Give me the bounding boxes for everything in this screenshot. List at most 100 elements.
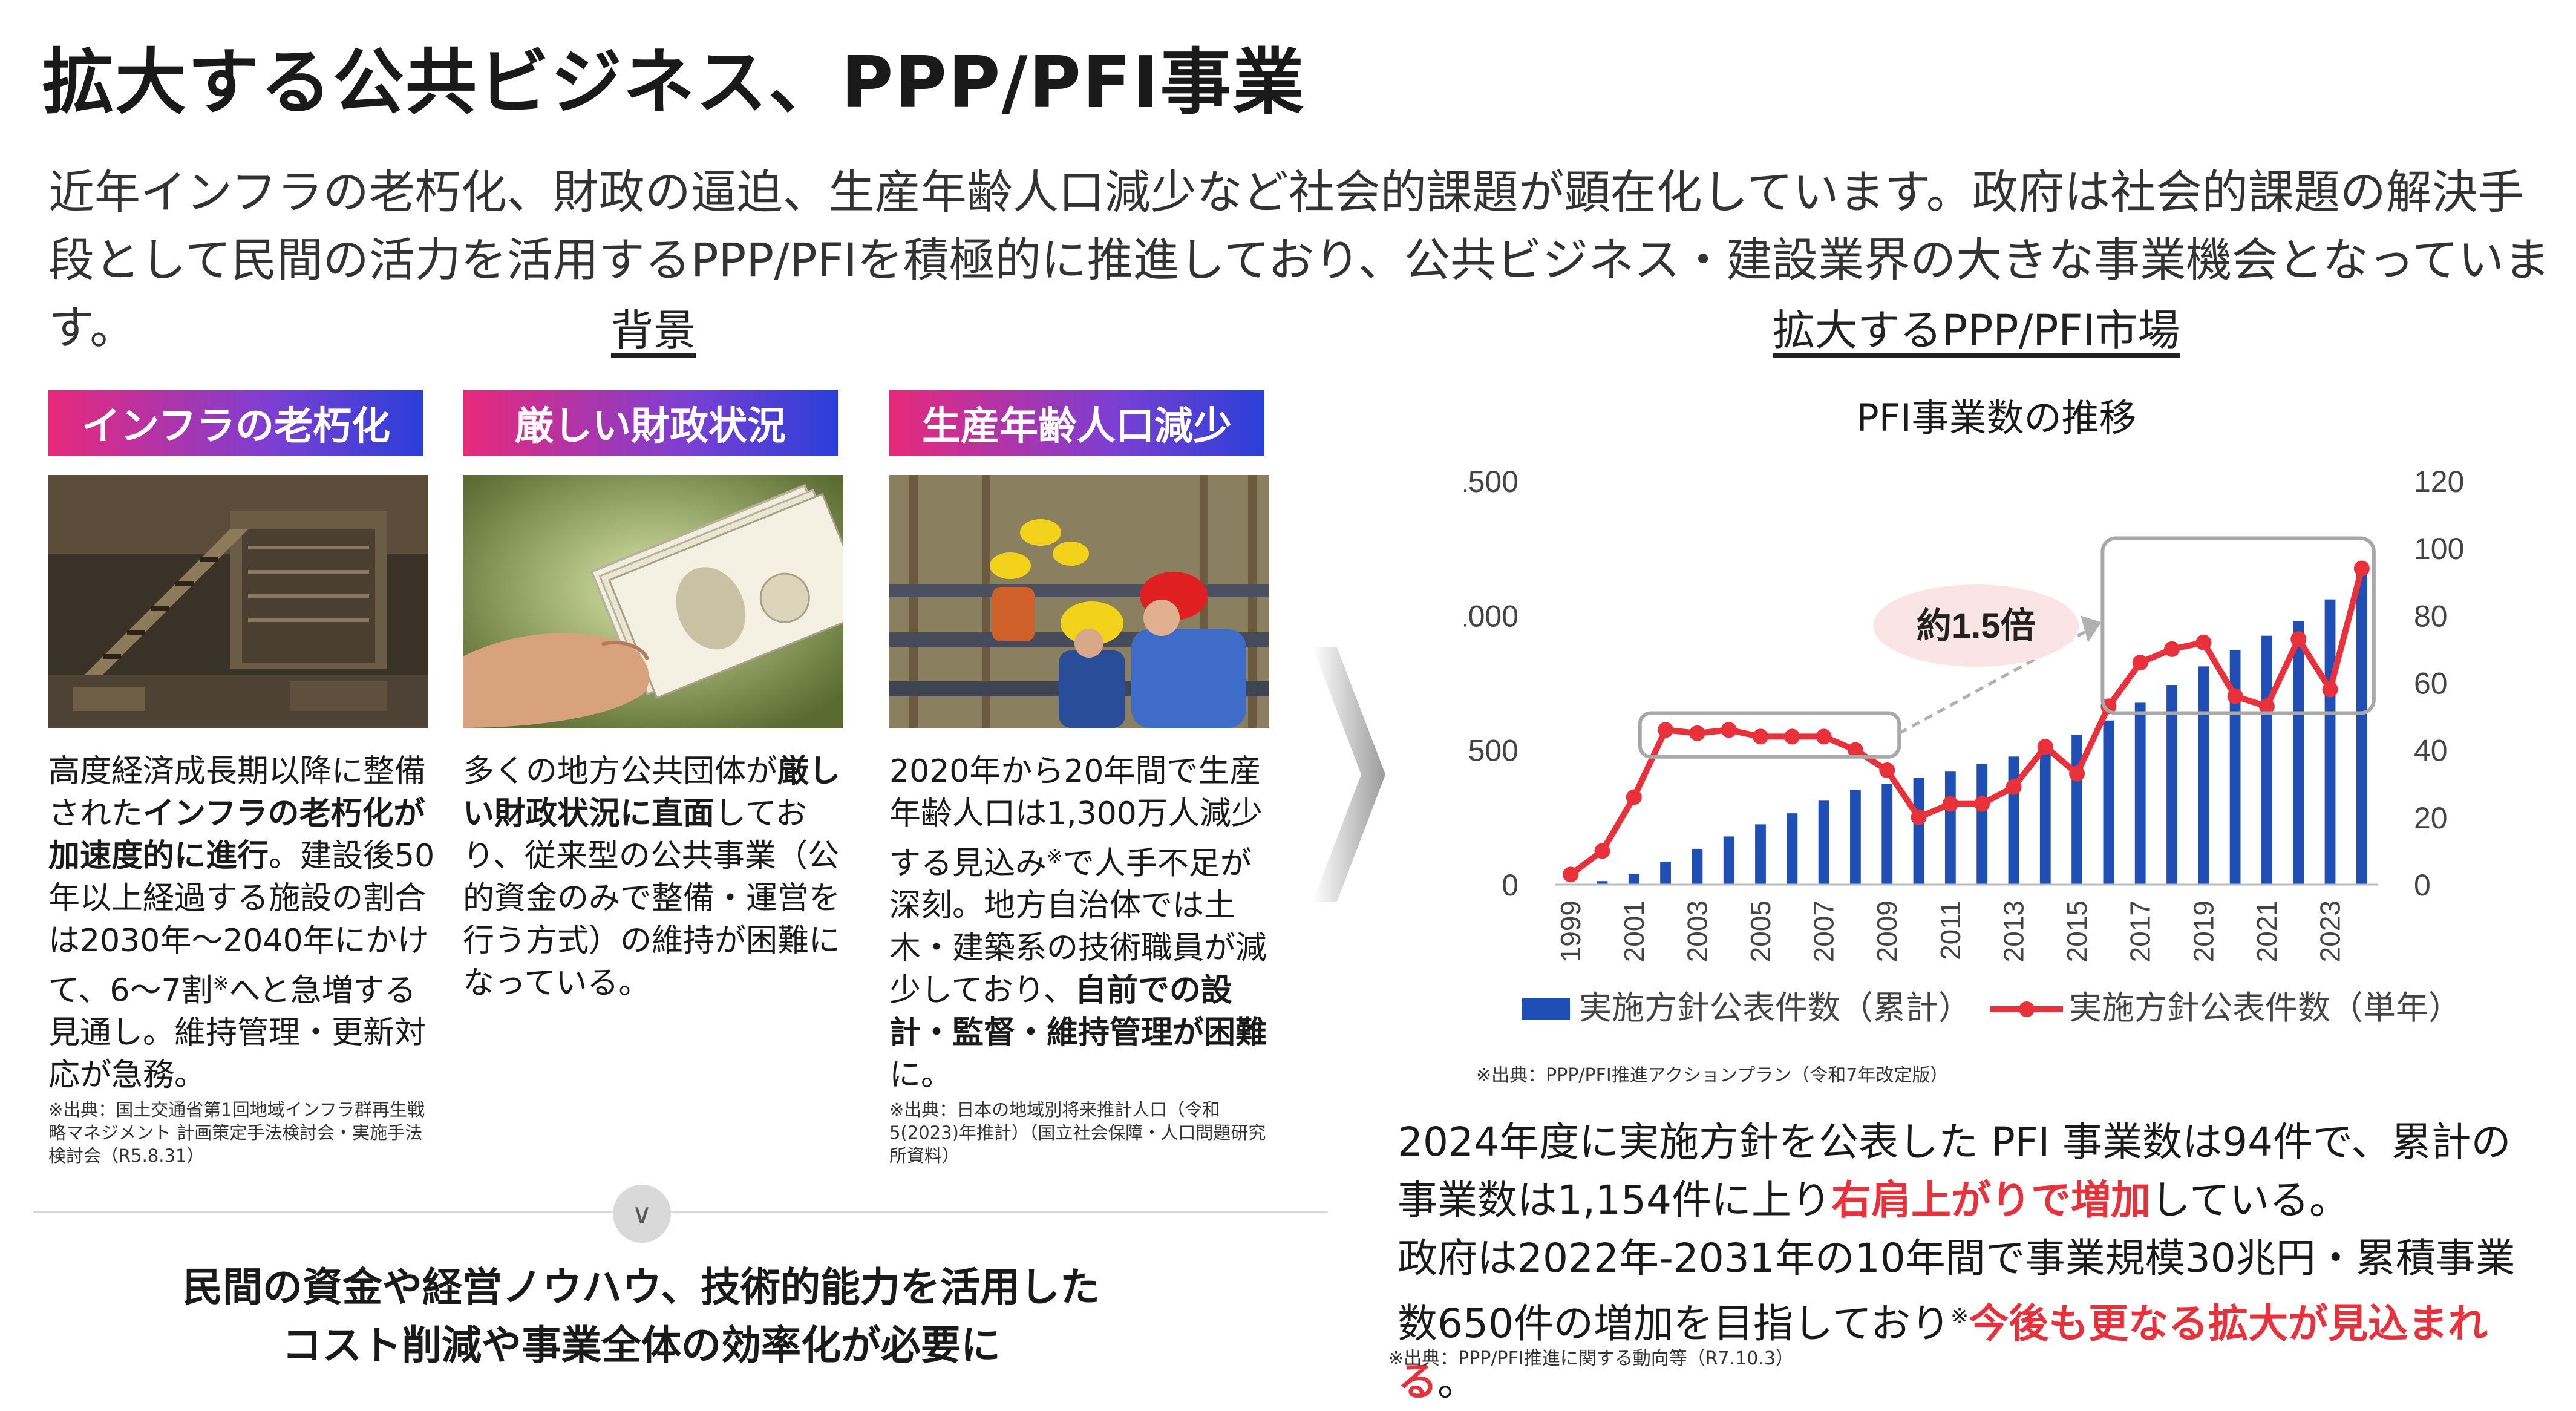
card-text-population: 2020年から20年間で生産年齢人口は1,300万人減少する見込み※で人手不足が… <box>889 750 1283 1096</box>
line-point-annual <box>2100 698 2117 715</box>
pfi-chart: 0 500 1000 1500 0 20 40 60 80 100 120 1999 2001 2003 2… <box>1464 465 2464 1026</box>
y-left-tick-label: 1500 <box>1464 465 1518 499</box>
summary-line: 事業数は1,154件に上り右肩上がりで増加している。 <box>1398 1171 2565 1229</box>
summary-text: 数650件の増加を目指しており <box>1398 1300 1951 1347</box>
badge-working-population: 生産年齢人口減少 <box>889 390 1264 456</box>
x-tick-label: 2023 <box>2315 900 2346 962</box>
line-point-annual <box>1879 762 1895 779</box>
line-point-annual <box>2227 688 2243 704</box>
annotation-bubble <box>1873 584 2079 667</box>
y-left-tick-label: 500 <box>1468 734 1518 768</box>
y-right-tick-label: 40 <box>2414 734 2448 768</box>
market-heading: 拡大するPPP/PFI市場 <box>1773 306 2180 355</box>
bar-cumulative <box>1660 862 1671 885</box>
summary-source-note: ※出典：PPP/PFI推進に関する動向等（R7.10.3） <box>1388 1348 1794 1369</box>
legend-swatch-bar <box>1522 998 1570 1020</box>
line-point-annual <box>1974 796 1990 812</box>
badge-label: 生産年齢人口減少 <box>922 404 1232 449</box>
x-tick-label: 2017 <box>2125 900 2156 962</box>
text-part: 。建設後50年以上経過する施設の割合は2030年～2040年にかけて、6～7割 <box>48 838 435 1009</box>
chevron-right-icon <box>1313 647 1385 904</box>
x-tick-label: 2013 <box>1998 900 2029 962</box>
connector-arrowhead <box>2081 615 2102 643</box>
y-right-tick-label: 80 <box>2414 599 2448 633</box>
bar-cumulative <box>2261 635 2272 885</box>
bar-cumulative <box>1597 881 1608 885</box>
summary-text: している。 <box>2150 1177 2349 1223</box>
text-part: 高度経済成長期以降に整備された <box>48 753 427 832</box>
y-right-tick-label: 0 <box>2414 868 2431 902</box>
x-tick-label: 2015 <box>2061 900 2093 962</box>
bar-cumulative <box>1628 874 1639 885</box>
y-right-tick-label: 120 <box>2414 465 2464 499</box>
bar-cumulative <box>2293 621 2304 885</box>
badge-fiscal-situation: 厳しい財政状況 <box>463 390 838 456</box>
conclusion-text: 民間の資金や経営ノウハウ、技術的能力を活用した コスト削減や事業全体の効率化が必… <box>109 1259 1174 1375</box>
market-summary: 2024年度に実施方針を公表した PFI 事業数は94件で、累計の 事業数は1,… <box>1398 1113 2565 1411</box>
line-point-annual <box>1847 742 1863 758</box>
x-tick-label: 2001 <box>1618 900 1650 962</box>
x-tick-label: 2021 <box>2251 900 2283 962</box>
line-point-annual <box>2006 779 2022 795</box>
summary-text: 事業数は1,154件に上り <box>1398 1177 1831 1223</box>
chevron-glyph: ∨ <box>632 1197 652 1230</box>
line-point-annual <box>2164 641 2180 657</box>
line-point-annual <box>1942 796 1958 812</box>
legend-label-line: 実施方針公表件数（単年） <box>2069 990 2461 1026</box>
line-point-annual <box>1658 722 1674 738</box>
card-text-fiscal: 多くの地方公共団体が厳しい財政状況に直面しており、従来型の公共事業（公的資金のみ… <box>463 750 856 1004</box>
line-point-annual <box>1784 728 1800 745</box>
summary-line: 2024年度に実施方針を公表した PFI 事業数は94件で、累計の <box>1398 1119 2511 1165</box>
bar-cumulative <box>1692 848 1703 885</box>
text-part-bold: 厳しい財政状況に直面 <box>463 753 841 832</box>
bar-cumulative <box>2134 702 2146 885</box>
x-tick-label: 1999 <box>1555 900 1586 962</box>
line-point-annual <box>1816 728 1832 745</box>
page-title: 拡大する公共ビジネス、PPP/PFI事業 <box>42 41 1306 124</box>
card-text-infrastructure: 高度経済成長期以降に整備されたインフラの老朽化が加速度的に進行。建設後50年以上… <box>48 750 442 1096</box>
line-point-annual <box>2195 634 2212 650</box>
y-right-tick-label: 20 <box>2414 801 2448 835</box>
line-point-annual <box>1594 843 1610 859</box>
line-point-annual <box>2290 631 2307 647</box>
line-point-annual <box>2353 560 2370 577</box>
badge-infrastructure-aging: インフラの老朽化 <box>48 390 423 456</box>
summary-line: 政府は2022年-2031年の10年間で事業規模30兆円・累積事業 <box>1398 1235 2516 1282</box>
y-right-tick-label: 100 <box>2414 532 2464 566</box>
bar-cumulative <box>2008 756 2019 885</box>
x-tick-label: 2011 <box>1935 900 1966 960</box>
line-point-annual <box>2258 698 2275 715</box>
legend-label-bar: 実施方針公表件数（累計） <box>1579 990 1971 1026</box>
bar-cumulative <box>2071 735 2082 885</box>
x-tick-label: 2003 <box>1681 900 1713 962</box>
line-point-annual <box>2322 681 2338 698</box>
line-point-annual <box>1563 866 1579 883</box>
intro-paragraph: 近年インフラの老朽化、財政の逼迫、生産年齢人口減少など社会的課題が顕在化していま… <box>48 165 2551 355</box>
photo-construction-workers <box>889 475 1269 728</box>
x-tick-label: 2019 <box>2188 900 2219 962</box>
line-point-annual <box>2069 765 2085 782</box>
highlight-box-early <box>1638 711 1901 759</box>
bar-cumulative <box>1976 764 1988 885</box>
source-note-infrastructure: ※出典：国土交通省第1回地域インフラ群再生戦略マネジメント 計画策定手法検討会・… <box>48 1099 425 1166</box>
badge-label: 厳しい財政状況 <box>515 404 786 449</box>
text-part-bold: 自前での設計・監督・維持管理が困難 <box>889 972 1267 1052</box>
photo-aging-infrastructure <box>48 475 428 728</box>
line-point-annual <box>1753 728 1768 745</box>
bar-cumulative <box>1787 813 1798 885</box>
bar-cumulative <box>1850 790 1861 885</box>
text-part: に。 <box>889 1057 953 1094</box>
chart-source-note: ※出典：PPP/PFI推進アクションプラン（令和7年改定版） <box>1476 1065 1949 1086</box>
text-part: 多くの地方公共団体が <box>463 753 778 790</box>
text-part: 2020年から20年間で生産年齢人口は1,300万人減少する見込み <box>889 753 1263 882</box>
y-right-tick-label: 60 <box>2414 667 2448 701</box>
bar-cumulative <box>2356 574 2367 885</box>
footnote-mark: ※ <box>212 972 229 995</box>
x-tick-label: 2007 <box>1808 900 1840 962</box>
bar-cumulative <box>1944 771 1956 885</box>
photo-money-hand <box>463 475 843 728</box>
summary-highlight: 右肩上がりで増加 <box>1831 1177 2151 1223</box>
line-point-annual <box>1689 725 1705 741</box>
bar-cumulative <box>2198 666 2209 885</box>
conclusion-line-1: 民間の資金や経営ノウハウ、技術的能力を活用した <box>182 1264 1100 1311</box>
